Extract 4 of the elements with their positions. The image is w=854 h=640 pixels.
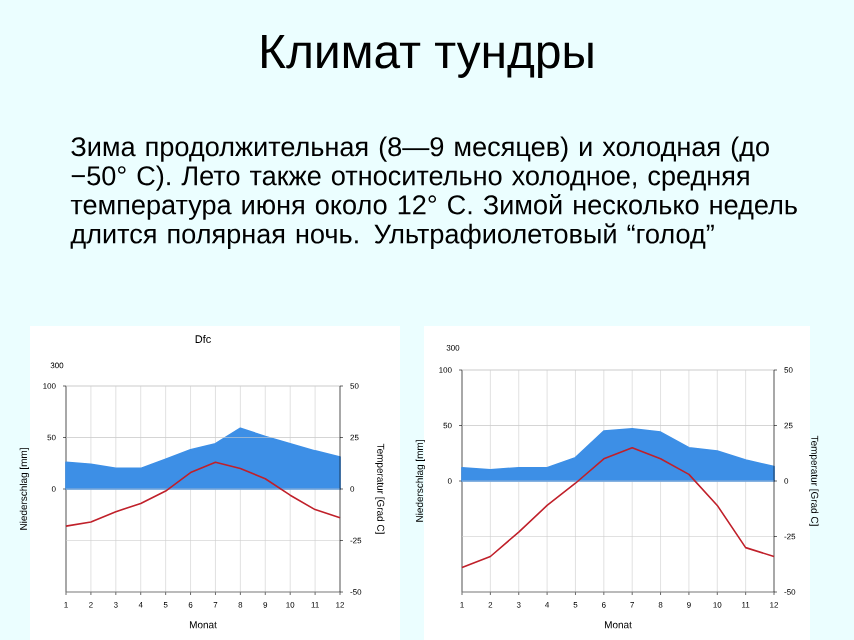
text: Климат тундры xyxy=(262,35,593,78)
line-series xyxy=(65,461,341,527)
line-series xyxy=(461,446,775,569)
text: Зима продолжительная (8—9 месяцев) и холодная (до −50° С). Лето также относительно холодное, средняя температура июня около 12° С. Зимой несколько недель длится полярная ночь. Ультрафиолетовый “голод” xyxy=(70,136,797,249)
